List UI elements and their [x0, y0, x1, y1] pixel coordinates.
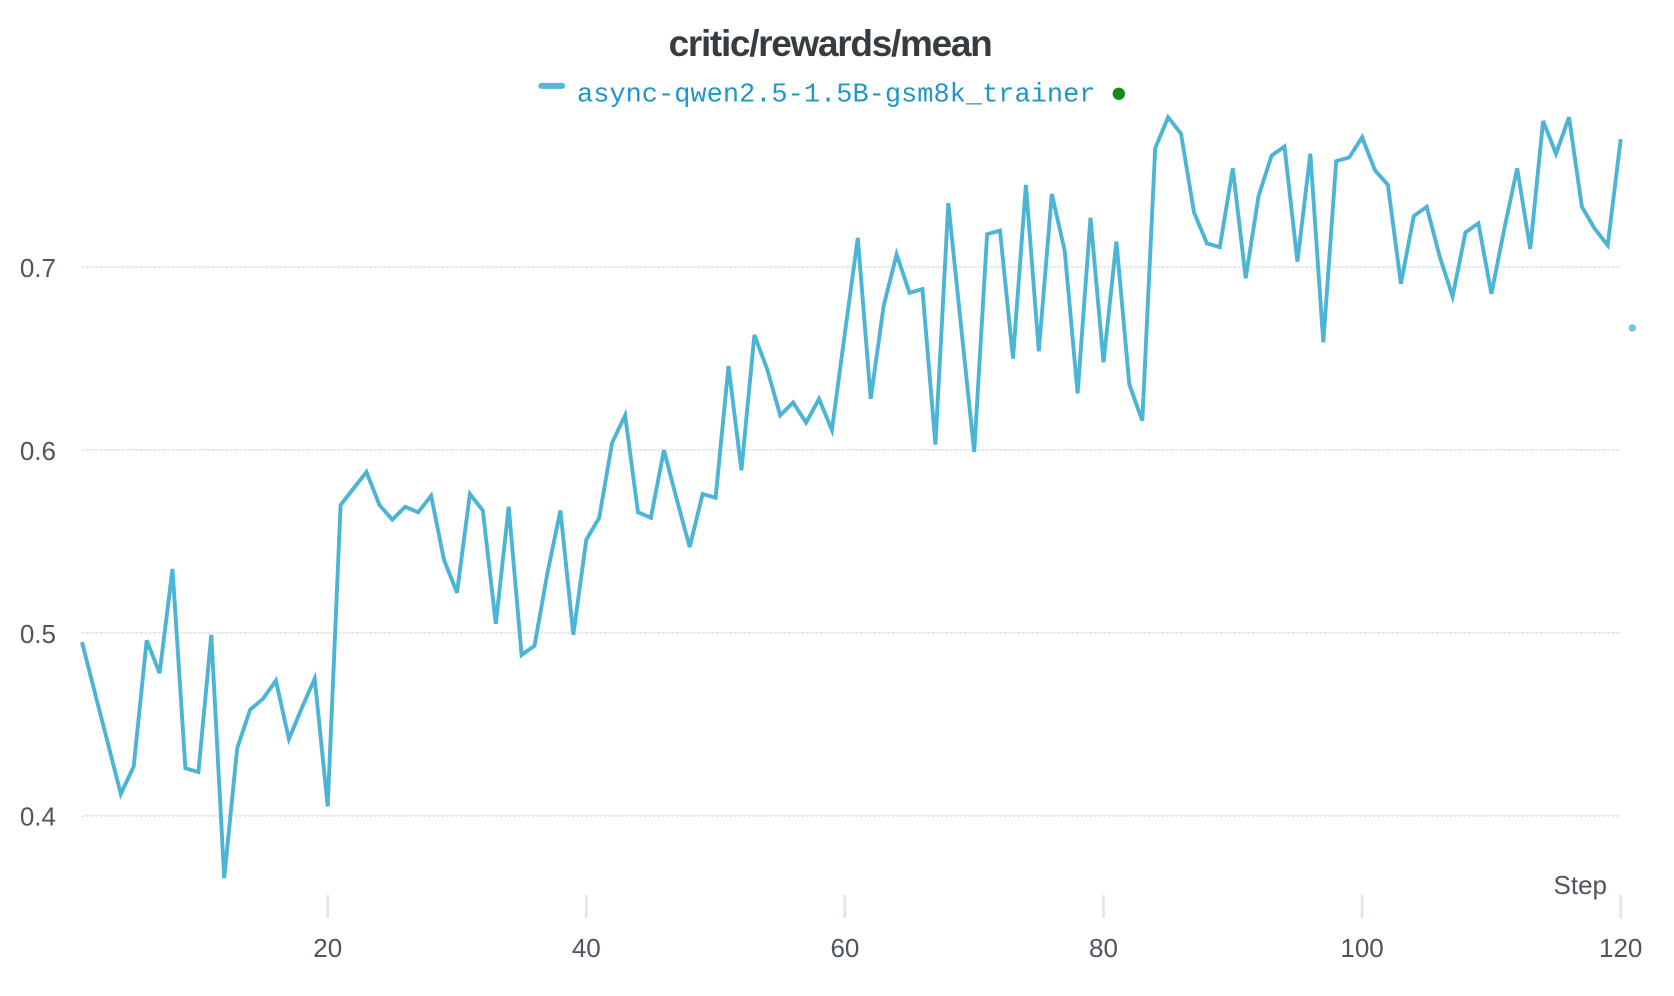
svg-text:critic/rewards/mean: critic/rewards/mean [669, 23, 992, 64]
svg-text:60: 60 [830, 933, 859, 963]
svg-text:0.4: 0.4 [20, 802, 56, 832]
svg-text:40: 40 [572, 933, 601, 963]
svg-text:async-qwen2.5-1.5B-gsm8k_train: async-qwen2.5-1.5B-gsm8k_trainer [577, 81, 1095, 111]
svg-text:100: 100 [1340, 933, 1383, 963]
svg-text:80: 80 [1089, 933, 1118, 963]
svg-text:120: 120 [1599, 933, 1642, 963]
svg-text:0.7: 0.7 [20, 253, 56, 283]
svg-text:0.6: 0.6 [20, 436, 56, 466]
svg-text:20: 20 [313, 933, 342, 963]
svg-text:Step: Step [1554, 870, 1608, 900]
svg-text:0.5: 0.5 [20, 619, 56, 649]
